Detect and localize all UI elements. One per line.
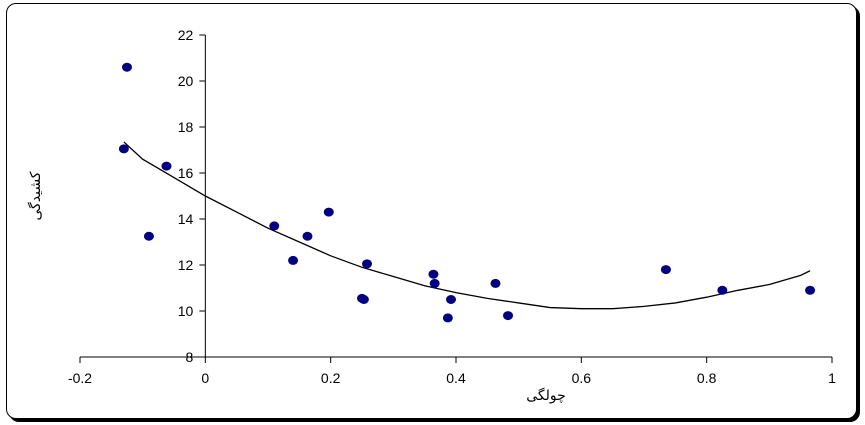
x-tick-label: 1	[828, 370, 836, 386]
x-tick-label: 0.4	[446, 370, 466, 386]
y-tick-label: 18	[178, 119, 194, 135]
y-tick-label: 16	[178, 165, 194, 181]
chart-frame	[6, 3, 857, 419]
data-point	[358, 295, 369, 304]
data-point	[503, 311, 514, 321]
x-tick-label: 0.8	[697, 370, 717, 386]
data-point	[428, 269, 439, 279]
y-tick-label: 8	[186, 349, 194, 365]
data-point	[429, 278, 440, 288]
trendline-group	[123, 141, 811, 310]
data-point	[323, 207, 334, 217]
data-point	[445, 295, 456, 304]
data-point	[118, 144, 129, 154]
y-tick-label: 22	[178, 27, 194, 43]
data-point	[302, 231, 313, 241]
data-point	[490, 278, 501, 288]
points-group	[118, 62, 816, 323]
data-point	[442, 313, 453, 323]
data-point	[660, 265, 671, 275]
x-tick-label: 0.2	[321, 370, 341, 386]
data-point	[362, 259, 373, 269]
y-axis-title: کشیدگی	[27, 171, 44, 220]
x-axis-title: چولگی	[526, 387, 566, 404]
data-point	[269, 221, 280, 231]
data-point	[143, 231, 154, 241]
x-tick-label: -0.2	[68, 370, 92, 386]
x-tick-label: 0	[201, 370, 209, 386]
data-point	[717, 285, 728, 295]
y-tick-label: 14	[178, 211, 194, 227]
y-tick-label: 12	[178, 257, 194, 273]
x-tick-label: 0.6	[572, 370, 592, 386]
data-point	[805, 285, 816, 295]
y-tick-label: 10	[178, 303, 194, 319]
data-point	[122, 62, 132, 72]
data-point	[161, 161, 172, 171]
trendline	[123, 141, 811, 310]
y-tick-label: 20	[178, 73, 194, 89]
data-point	[288, 255, 299, 265]
